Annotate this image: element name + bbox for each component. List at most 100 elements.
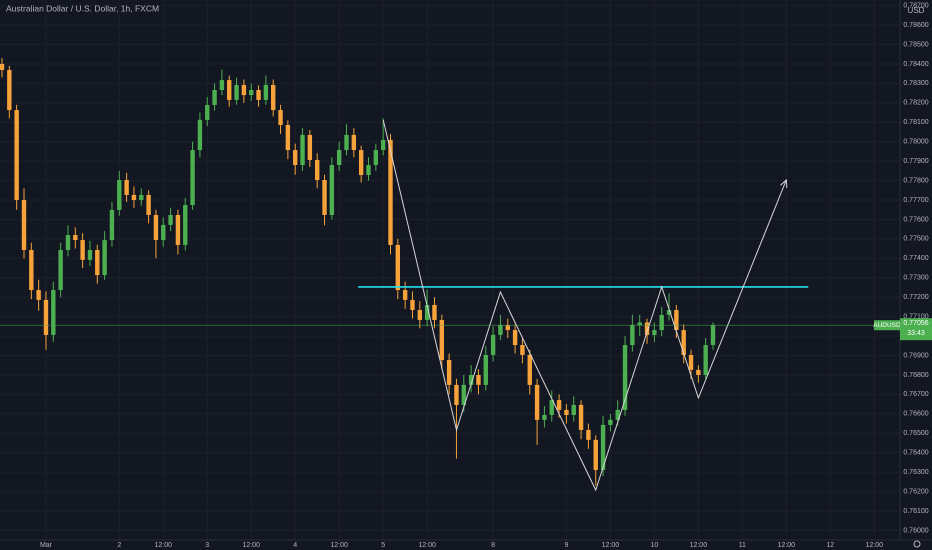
x-tick-label: 10 <box>650 542 658 549</box>
y-tick-label: 0.78100 <box>903 119 928 126</box>
drawings <box>0 119 900 492</box>
candle-body <box>520 345 525 355</box>
candle-body <box>322 180 327 215</box>
y-tick-label: 0.76700 <box>903 391 928 398</box>
settings-icon-ring[interactable] <box>913 540 921 548</box>
x-tick-label: 3 <box>205 542 209 549</box>
y-tick-label: 0.78700 <box>903 2 928 9</box>
countdown-label: 33:43 <box>907 330 925 337</box>
grid <box>0 0 900 540</box>
candle-body <box>593 439 598 471</box>
candle-body <box>542 415 547 420</box>
y-tick-label: 0.77800 <box>903 177 928 184</box>
candle-body <box>14 110 19 201</box>
candle-body <box>534 384 540 420</box>
candle-body <box>373 150 379 166</box>
candle-body <box>703 345 708 375</box>
y-tick-label: 0.76200 <box>903 488 928 495</box>
y-tick-label: 0.78600 <box>903 22 928 29</box>
y-tick-label: 0.78400 <box>903 61 928 68</box>
candle-body <box>51 290 56 335</box>
candle-body <box>358 150 364 175</box>
candle-body <box>659 314 664 331</box>
candle-body <box>249 90 254 96</box>
candle-body <box>234 84 239 100</box>
candle-body <box>293 150 298 166</box>
candle-body <box>380 139 386 151</box>
y-tick-label: 0.78500 <box>903 41 928 48</box>
candle-body <box>307 134 313 160</box>
last-price-badge <box>900 318 932 341</box>
candle-body <box>710 325 716 346</box>
candle-body <box>586 429 591 440</box>
candle-body <box>175 214 181 245</box>
y-tick-label: 0.76900 <box>903 352 928 359</box>
candle-body <box>263 84 269 100</box>
candle-body <box>527 354 532 385</box>
candle-body <box>58 249 63 291</box>
candle-body <box>300 134 305 166</box>
candle-body <box>109 209 115 241</box>
y-tick-label: 0.77700 <box>903 197 928 204</box>
chart-title: Australian Dollar / U.S. Dollar, 1h, FXC… <box>6 3 159 13</box>
candle-body <box>564 409 569 416</box>
candle-body <box>124 180 129 195</box>
x-tick-label: 12:00 <box>242 542 260 549</box>
candle-body <box>652 330 657 335</box>
candle-body <box>7 69 12 111</box>
y-tick-label: 0.77200 <box>903 294 928 301</box>
candle-body <box>498 325 503 335</box>
y-tick-label: 0.76100 <box>903 508 928 515</box>
candle-body <box>0 63 5 70</box>
candle-body <box>21 200 27 250</box>
x-tick-label: 12 <box>826 542 834 549</box>
candle-body <box>205 104 210 120</box>
candle-body <box>446 360 452 385</box>
x-tick-label: 12:00 <box>778 542 796 549</box>
candle-body <box>615 409 620 420</box>
currency-label: USD <box>908 6 925 15</box>
candle-body <box>271 84 276 111</box>
y-tick-label: 0.77100 <box>903 313 928 320</box>
candle-body <box>131 194 137 201</box>
candle-body <box>183 205 188 245</box>
candle-body <box>366 165 371 175</box>
axes: 0.76000 0.76100 0.76200 0.76300 0.76400 0.765… <box>40 2 932 549</box>
candle-body <box>696 369 701 375</box>
candle-body <box>681 330 686 355</box>
candle-body <box>73 235 78 241</box>
symbol-badge <box>874 320 900 331</box>
candle-body <box>505 325 510 331</box>
x-tick-label: 12:00 <box>690 542 708 549</box>
y-tick-label: 0.76600 <box>903 411 928 418</box>
x-tick-label: 12:00 <box>418 542 436 549</box>
candle-body <box>549 400 554 416</box>
candle-body <box>622 345 628 410</box>
candle-body <box>168 214 173 225</box>
candle-body <box>454 384 459 405</box>
candle-body <box>212 90 217 105</box>
x-tick-label: 4 <box>293 542 297 549</box>
candle-body <box>36 290 41 300</box>
candle-body <box>630 325 635 346</box>
candle-body <box>395 244 401 291</box>
candle-body <box>637 322 642 326</box>
y-tick-label: 0.77500 <box>903 236 928 243</box>
candle-body <box>190 150 195 206</box>
candle-body <box>556 400 562 410</box>
x-tick-label: 12:00 <box>602 542 620 549</box>
y-tick-label: 0.76500 <box>903 430 928 437</box>
candle-body <box>285 124 291 151</box>
last-price-label: 0.77056 <box>903 320 928 327</box>
settings-icon[interactable] <box>913 540 921 548</box>
x-tick-label: 11 <box>739 542 746 549</box>
candle-body <box>402 290 408 300</box>
candle-body <box>351 134 357 151</box>
x-tick-label: 2 <box>117 542 121 549</box>
candle-body <box>278 110 283 125</box>
candle-body <box>29 249 34 291</box>
candle-body <box>600 424 606 471</box>
x-tick-label: 5 <box>381 542 385 549</box>
